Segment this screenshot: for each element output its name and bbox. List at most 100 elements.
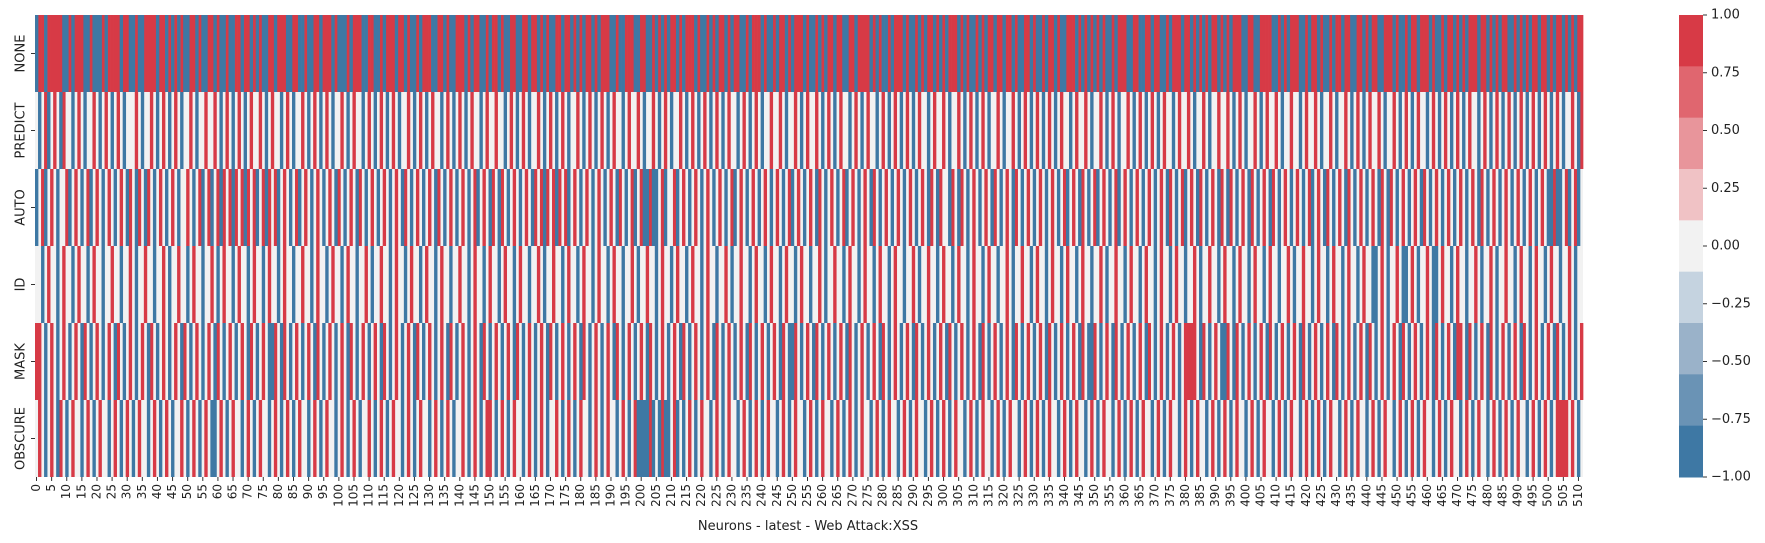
heatmap-cell <box>494 400 498 477</box>
heatmap-cell <box>1150 92 1155 169</box>
heatmap-cell <box>473 400 477 477</box>
heatmap-cell <box>1177 92 1182 169</box>
heatmap-cell <box>38 400 42 477</box>
heatmap-cell <box>198 400 202 477</box>
heatmap-cell <box>1422 169 1427 246</box>
heatmap-cell <box>373 92 377 169</box>
heatmap-cell <box>539 15 544 92</box>
heatmap-cell <box>703 15 707 92</box>
heatmap-cell <box>1032 15 1037 92</box>
heatmap-cell <box>1474 323 1478 400</box>
heatmap-cell <box>772 15 777 92</box>
heatmap-cell <box>1531 15 1535 92</box>
heatmap-cell <box>210 15 214 92</box>
heatmap-cell <box>555 92 559 169</box>
heatmap-cell <box>1174 15 1179 92</box>
heatmap-cell <box>1459 323 1463 400</box>
heatmap-cell <box>942 246 946 323</box>
heatmap-cell <box>672 15 677 92</box>
heatmap-cell <box>1416 400 1421 477</box>
heatmap-cell <box>742 92 746 169</box>
heatmap-cell <box>615 323 619 400</box>
heatmap-cell <box>506 15 511 92</box>
heatmap-cell <box>1096 400 1100 477</box>
heatmap-cell <box>219 169 223 246</box>
heatmap-cell <box>261 15 266 92</box>
heatmap-cell <box>672 323 677 400</box>
heatmap-cell <box>352 400 356 477</box>
heatmap-cell <box>458 246 462 323</box>
heatmap-cell <box>192 400 196 477</box>
heatmap-cell <box>663 15 668 92</box>
heatmap-cell <box>1471 15 1475 92</box>
heatmap-cell <box>878 169 882 246</box>
heatmap-cell <box>168 246 172 323</box>
heatmap-cell <box>939 169 943 246</box>
x-tick-label: 405 <box>1254 484 1268 507</box>
heatmap-cell <box>1208 246 1212 323</box>
heatmap-cell <box>648 400 653 477</box>
heatmap-cell <box>1044 169 1049 246</box>
heatmap-cell <box>77 15 81 92</box>
heatmap-cell <box>1483 92 1487 169</box>
heatmap-cell <box>1446 169 1451 246</box>
heatmap-cell <box>80 169 84 246</box>
heatmap-cell <box>700 169 704 246</box>
heatmap-cell <box>1262 246 1266 323</box>
heatmap-cell <box>479 400 483 477</box>
heatmap-cell <box>763 15 768 92</box>
heatmap-cell <box>1313 92 1318 169</box>
heatmap-cell <box>128 15 133 92</box>
heatmap-cell <box>1564 400 1569 477</box>
heatmap-cell <box>1111 323 1115 400</box>
heatmap-cell <box>74 323 78 400</box>
heatmap-cell <box>155 92 160 169</box>
heatmap-cell <box>137 15 142 92</box>
heatmap-cell <box>1220 15 1224 92</box>
heatmap-cell <box>1386 15 1390 92</box>
x-tick-label: 430 <box>1329 484 1343 507</box>
heatmap-cell <box>1211 169 1215 246</box>
heatmap-cell <box>1468 15 1472 92</box>
heatmap-cell <box>1449 400 1454 477</box>
heatmap-cell <box>663 92 668 169</box>
heatmap-cell <box>651 15 656 92</box>
heatmap-cell <box>591 169 595 246</box>
heatmap-cell <box>1244 15 1248 92</box>
heatmap-cell <box>975 92 979 169</box>
heatmap-cell <box>1035 400 1040 477</box>
colorbar-tick-label: 0.00 <box>1711 239 1740 254</box>
heatmap-cell <box>1292 246 1297 323</box>
heatmap-cell <box>1419 15 1424 92</box>
heatmap-cell <box>512 169 517 246</box>
heatmap-cell <box>65 169 69 246</box>
heatmap-cell <box>1026 323 1031 400</box>
heatmap-cell <box>482 15 486 92</box>
heatmap-cell <box>1332 15 1336 92</box>
heatmap-cell <box>694 323 698 400</box>
heatmap-cell <box>174 323 178 400</box>
heatmap-cell <box>769 15 774 92</box>
heatmap-cell <box>125 15 130 92</box>
x-tick-label: 280 <box>876 484 890 507</box>
heatmap-cell <box>1567 323 1572 400</box>
heatmap-cell <box>367 15 371 92</box>
heatmap-cell <box>285 400 290 477</box>
heatmap-cell <box>615 400 619 477</box>
heatmap-cell <box>1537 15 1542 92</box>
heatmap-cell <box>458 15 462 92</box>
heatmap-cell <box>978 323 982 400</box>
heatmap-cell <box>860 92 864 169</box>
heatmap-cell <box>833 15 837 92</box>
heatmap-cell <box>809 400 813 477</box>
heatmap-cell <box>1313 15 1318 92</box>
heatmap-cell <box>724 246 728 323</box>
heatmap-cell <box>428 15 432 92</box>
heatmap-cell <box>621 92 625 169</box>
x-tick-label: 500 <box>1541 484 1555 507</box>
heatmap-cell <box>183 15 187 92</box>
heatmap-cell <box>1147 15 1151 92</box>
heatmap-cell <box>1507 323 1511 400</box>
heatmap-cell <box>1065 246 1070 323</box>
heatmap-cell <box>942 400 946 477</box>
